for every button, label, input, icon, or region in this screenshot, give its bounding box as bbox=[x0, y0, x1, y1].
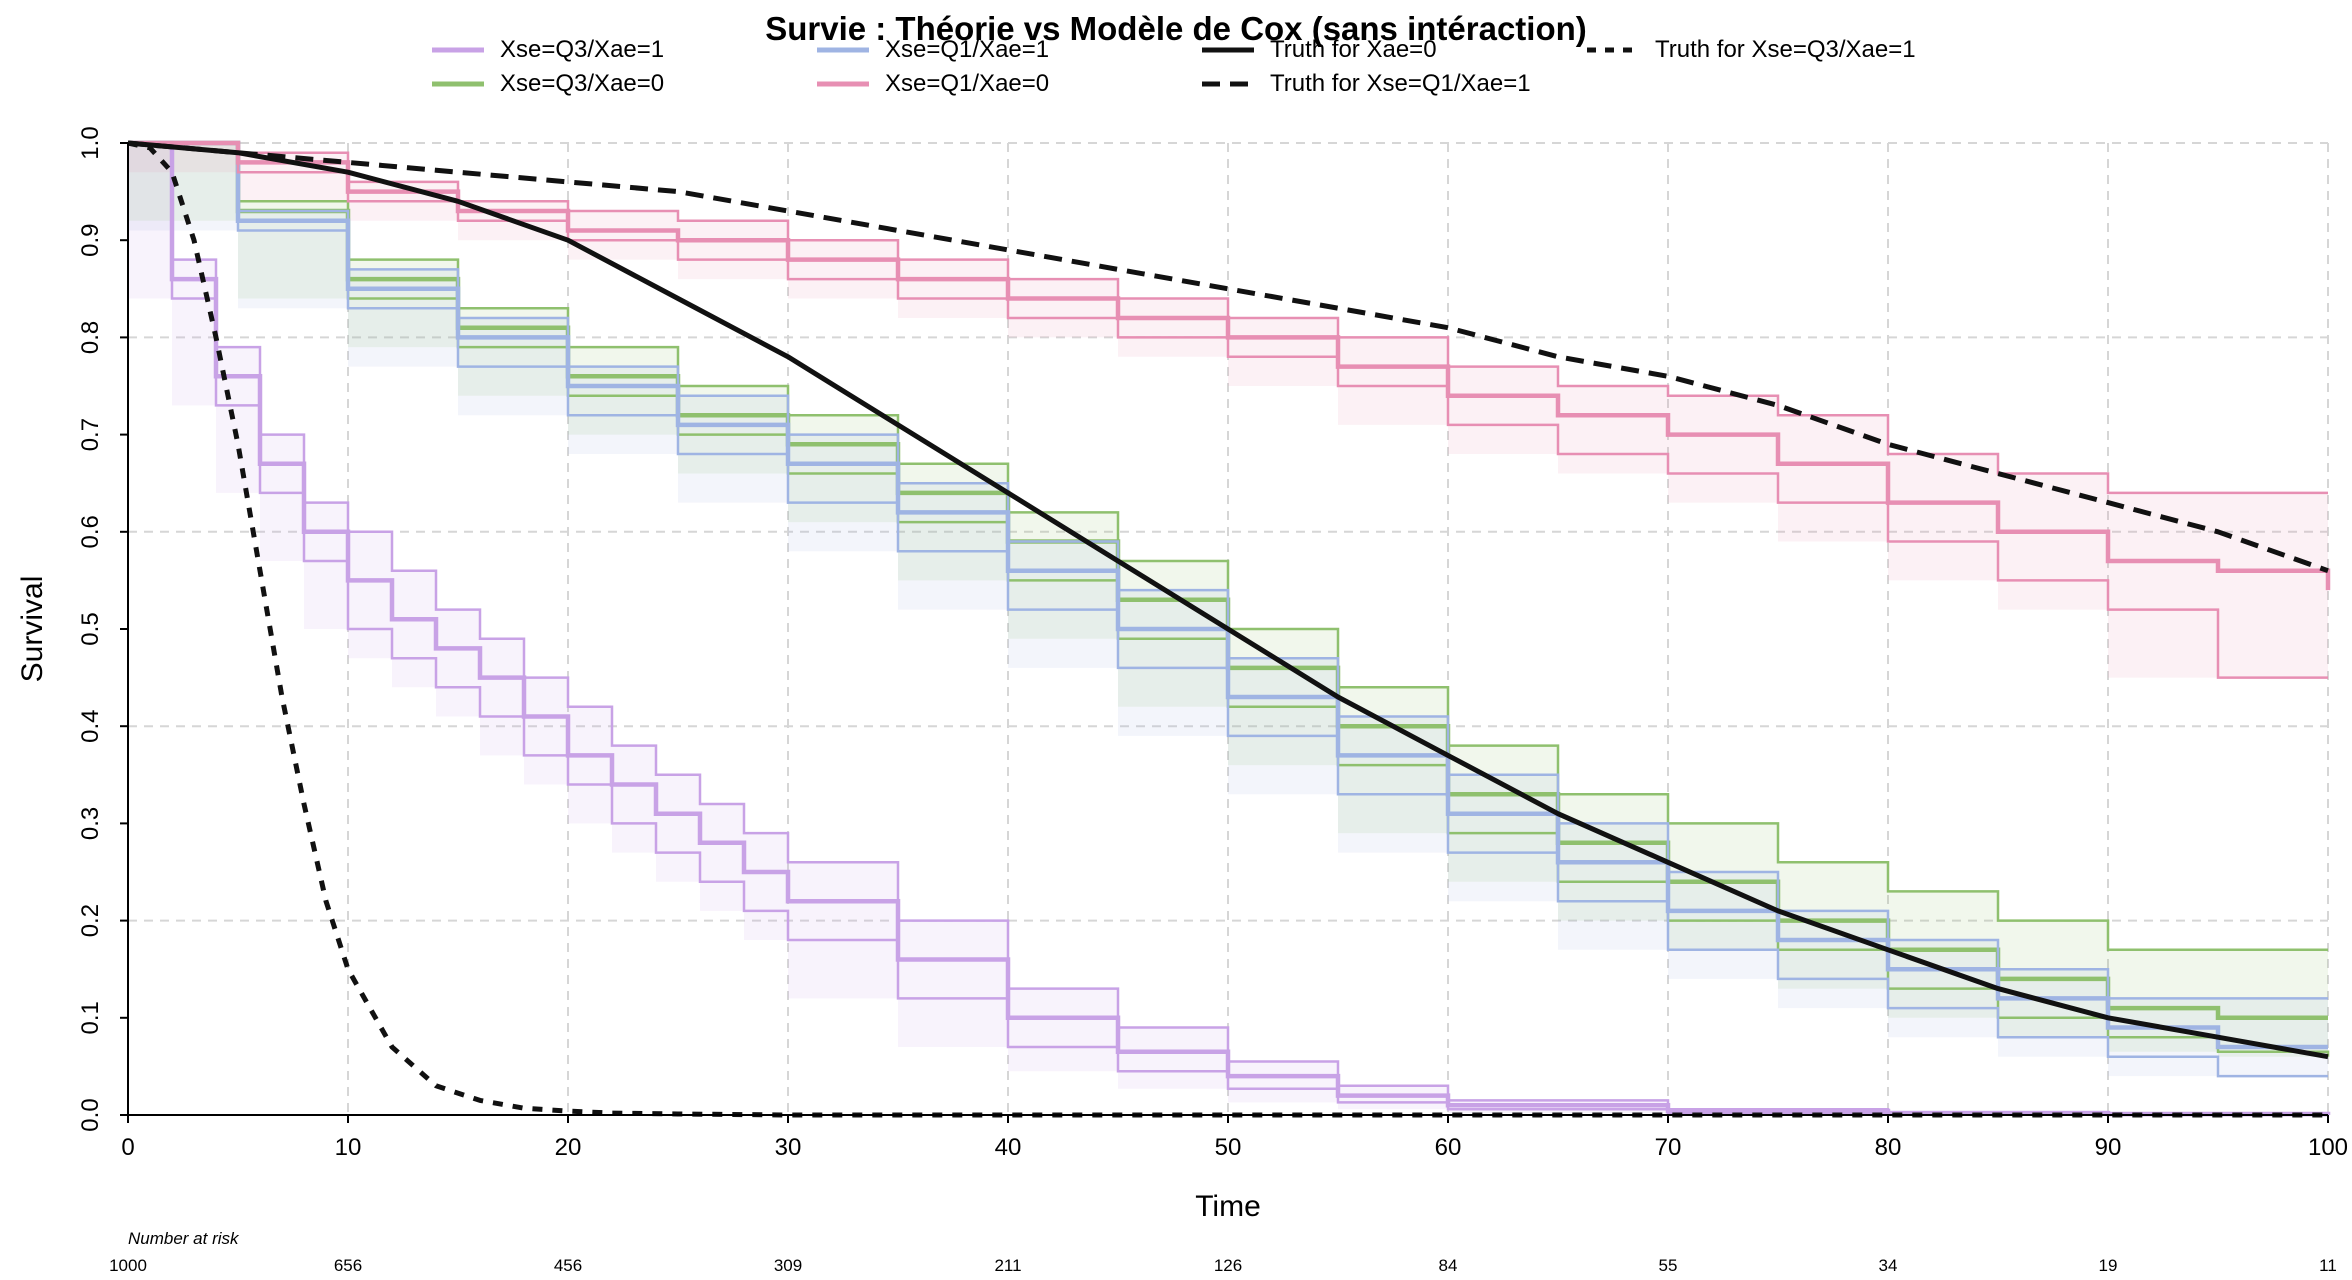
x-tick-label: 90 bbox=[2095, 1134, 2122, 1161]
x-tick-label: 80 bbox=[1875, 1134, 1902, 1161]
risk-count: 11 bbox=[2319, 1256, 2337, 1275]
y-tick-label: 0.9 bbox=[77, 224, 104, 257]
legend-item: Truth for Xse=Q1/Xae=1 bbox=[1200, 68, 1531, 100]
legend-swatch bbox=[432, 47, 484, 53]
risk-count: 309 bbox=[774, 1256, 802, 1275]
x-tick-label: 70 bbox=[1655, 1134, 1682, 1161]
legend-item: Xse=Q3/Xae=1 bbox=[430, 34, 664, 66]
y-tick-label: 0.3 bbox=[77, 807, 104, 840]
x-tick-label: 40 bbox=[995, 1134, 1022, 1161]
truth-line bbox=[127, 140, 2329, 1060]
legend-item: Truth for Xse=Q3/Xae=1 bbox=[1585, 34, 1916, 66]
legend-label: Xse=Q1/Xae=0 bbox=[885, 70, 1050, 97]
legend-item: Xse=Q1/Xae=0 bbox=[815, 68, 1049, 100]
x-tick-label: 0 bbox=[121, 1134, 134, 1161]
legend-label: Xse=Q3/Xae=0 bbox=[500, 70, 665, 97]
legend-item: Xse=Q3/Xae=0 bbox=[430, 68, 664, 100]
legend-item: Truth for Xae=0 bbox=[1200, 34, 1437, 66]
series-line bbox=[128, 140, 2331, 1117]
risk-count: 126 bbox=[1214, 1256, 1242, 1275]
confidence-band bbox=[128, 143, 2328, 678]
y-tick-label: 0.7 bbox=[77, 418, 104, 451]
risk-table: 1000 656 456 309 211 126 84 55 34 19 11 bbox=[109, 1256, 2337, 1275]
y-tick-label: 0.2 bbox=[77, 904, 104, 937]
y-tick-label: 1.0 bbox=[77, 126, 104, 159]
x-axis-label: Time bbox=[1195, 1190, 1261, 1223]
y-tick-label: 0.8 bbox=[77, 321, 104, 354]
risk-count: 55 bbox=[1659, 1256, 1678, 1275]
legend-swatch bbox=[432, 81, 484, 87]
legend-label: Truth for Xse=Q3/Xae=1 bbox=[1655, 36, 1916, 63]
x-tick-label: 50 bbox=[1215, 1134, 1242, 1161]
chart-title: Survie : Théorie vs Modèle de Cox (sans … bbox=[765, 10, 1587, 47]
series-lower-bound bbox=[128, 141, 2328, 1078]
legend-item: Xse=Q1/Xae=1 bbox=[815, 34, 1049, 66]
series-line bbox=[128, 140, 2331, 591]
legend-swatch bbox=[1587, 47, 1639, 53]
legend-swatch bbox=[817, 81, 869, 87]
risk-count: 456 bbox=[554, 1256, 582, 1275]
y-tick-label: 0.4 bbox=[77, 710, 104, 743]
legend-label: Truth for Xse=Q1/Xae=1 bbox=[1270, 70, 1531, 97]
y-tick-label: 0.6 bbox=[77, 515, 104, 548]
legend-swatch bbox=[817, 47, 869, 53]
x-tick-label: 20 bbox=[555, 1134, 582, 1161]
risk-table-label: Number at risk bbox=[128, 1229, 240, 1248]
legend-swatch bbox=[1202, 81, 1254, 87]
y-tick-label: 0.5 bbox=[77, 612, 104, 645]
risk-count: 34 bbox=[1879, 1256, 1898, 1275]
legend-label: Xse=Q3/Xae=1 bbox=[500, 36, 665, 63]
risk-count: 84 bbox=[1439, 1256, 1458, 1275]
tick-labels: 0 10 20 30 40 50 60 70 80 90 100 0.0 0.1 0.2 0.3 0.4 0.5… bbox=[77, 126, 2348, 1161]
y-tick-label: 0.0 bbox=[77, 1098, 104, 1131]
x-tick-label: 60 bbox=[1435, 1134, 1462, 1161]
legend-label: Truth for Xae=0 bbox=[1270, 36, 1437, 63]
x-tick-label: 30 bbox=[775, 1134, 802, 1161]
series-upper-bound bbox=[128, 141, 2328, 495]
series-lower-bound bbox=[128, 141, 2328, 1117]
risk-count: 656 bbox=[334, 1256, 362, 1275]
y-tick-label: 0.1 bbox=[77, 1001, 104, 1034]
legend-label: Xse=Q1/Xae=1 bbox=[885, 36, 1050, 63]
series-upper-bound bbox=[128, 141, 2328, 952]
x-tick-label: 100 bbox=[2308, 1134, 2348, 1161]
risk-count: 211 bbox=[994, 1256, 1021, 1275]
x-tick-label: 10 bbox=[335, 1134, 362, 1161]
legend-swatch bbox=[1202, 47, 1254, 53]
risk-count: 19 bbox=[2099, 1256, 2118, 1275]
y-axis-label: Survival bbox=[16, 576, 49, 683]
series-upper-bound bbox=[128, 141, 2328, 1000]
truth-line bbox=[127, 140, 2329, 574]
confidence-band bbox=[128, 143, 2328, 1115]
risk-count: 1000 bbox=[109, 1256, 147, 1275]
